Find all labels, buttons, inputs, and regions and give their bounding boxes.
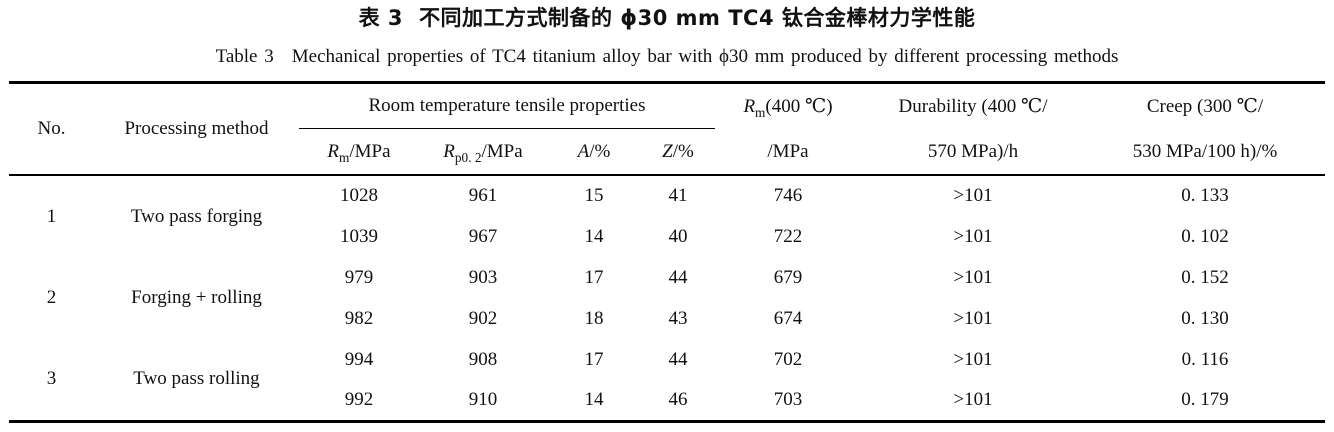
header-row-2: Rm/MPa Rp0. 2/MPa A/% Z/% [9,129,1325,175]
symbol-r: R [327,140,340,162]
unit-label: /MPa [481,140,523,162]
cell-durability: >101 [953,388,993,410]
cell-creep: 0. 130 [1181,307,1229,329]
symbol-r: R [443,140,455,162]
header-line-1: Durability (400 ℃/ [898,96,1048,117]
cell-z: 44 [668,266,688,288]
cell-rm: 994 [344,348,374,370]
cell-rm: 982 [344,307,374,329]
cell-rp02: 967 [468,225,498,247]
cell-z: 40 [668,225,688,247]
col-header-processing-method: Processing method [124,118,269,139]
symbol-a: A [577,140,590,162]
cell-rp02: 961 [468,185,498,206]
subscript-m: m [339,149,350,165]
cell-rp02: 903 [468,266,498,288]
cell-rp02: 910 [468,388,498,410]
cell-a: 18 [584,307,604,329]
cell-rm400: 722 [773,225,803,247]
cell-processing-method: Two pass rolling [133,368,260,390]
cell-rm400: 702 [773,348,803,370]
cell-no: 3 [46,368,57,390]
subscript-m: m [755,104,766,120]
header-line-1: Rm(400 ℃) [715,84,861,129]
cell-rm400: 703 [773,388,803,410]
symbol-z: Z [662,140,673,162]
table-row: 1039 967 14 40 722 >101 0. 102 [9,216,1325,257]
cell-creep: 0. 179 [1181,388,1229,410]
cell-durability: >101 [953,266,993,288]
header-line-2: 530 MPa/100 h)/% [1132,141,1278,162]
cell-rm: 1028 [340,185,378,206]
cell-creep: 0. 152 [1181,266,1229,288]
col-header-durability: Durability (400 ℃/ 570 MPa)/h [861,83,1085,176]
col-header-creep: Creep (300 ℃/ 530 MPa/100 h)/% [1085,83,1325,176]
header-text: (400 ℃) [765,96,833,117]
header-row-1: No. Processing method Room temperature t… [9,82,1325,162]
cell-creep: 0. 102 [1181,225,1229,247]
table-row: 992 910 14 46 703 >101 0. 179 [9,380,1325,421]
header-line-2: /MPa [767,141,809,162]
table-body: 1 Two pass forging 1028 961 15 41 746 >1… [9,175,1325,421]
cell-a: 14 [584,388,604,410]
table-title-english-label: Table 3 [215,46,274,67]
col-header-no: No. [37,118,66,139]
cell-z: 46 [668,388,688,410]
cell-rm400: 674 [773,307,803,329]
cell-processing-method: Two pass forging [130,205,263,227]
cell-rp02: 902 [468,307,498,329]
table-title-chinese-label: 表 3 [358,6,404,30]
header-line-2: 570 MPa)/h [927,141,1019,162]
cell-rm400: 746 [773,185,803,206]
col-header-z: Z/% [641,129,715,175]
table-title-chinese: 表 3 不同加工方式制备的 ϕ30 mm TC4 钛合金棒材力学性能 [0,0,1334,31]
unit-label: /% [589,140,611,162]
table-row: 982 902 18 43 674 >101 0. 130 [9,298,1325,339]
unit-label: /MPa [349,140,391,162]
table-row: 3 Two pass rolling 994 908 17 44 702 >10… [9,339,1325,390]
cell-z: 43 [668,307,688,329]
cell-a: 14 [584,225,604,247]
cell-a: 17 [584,266,604,288]
cell-durability: >101 [953,225,993,247]
cell-no: 1 [46,205,57,227]
cell-rp02: 908 [468,348,498,370]
cell-z: 44 [668,348,688,370]
table-row: 2 Forging + rolling 979 903 17 44 679 >1… [9,257,1325,309]
table-title-english: Table 3 Mechanical properties of TC4 tita… [0,45,1334,69]
table-header: No. Processing method Room temperature t… [9,82,1325,175]
cell-a: 15 [584,185,604,206]
table-title-english-text: Mechanical properties of TC4 titanium al… [291,46,1119,67]
col-header-a: A/% [547,129,641,175]
subscript-p02: p0. 2 [454,149,482,165]
mechanical-properties-table: No. Processing method Room temperature t… [9,81,1325,423]
cell-creep: 0. 116 [1181,348,1229,370]
cell-rm: 992 [344,388,374,410]
cell-rm: 1039 [340,225,378,247]
cell-no: 2 [46,287,57,308]
col-header-rm-400c: Rm(400 ℃) /MPa [715,83,861,176]
col-header-rp02: Rp0. 2/MPa [419,129,547,175]
table-title-chinese-text: 不同加工方式制备的 ϕ30 mm TC4 钛合金棒材力学性能 [419,6,976,30]
symbol-r: R [743,96,756,117]
cell-processing-method: Forging + rolling [131,287,262,308]
table-row: 1 Two pass forging 1028 961 15 41 746 >1… [9,175,1325,227]
unit-label: /% [672,140,694,162]
cell-durability: >101 [953,348,993,370]
cell-creep: 0. 133 [1181,185,1229,206]
cell-durability: >101 [953,185,993,206]
cell-rm400: 679 [773,266,803,288]
col-group-header-room-temp-tensile: Room temperature tensile properties [299,82,715,130]
header-line-1: Creep (300 ℃/ [1146,96,1264,117]
cell-durability: >101 [953,307,993,329]
cell-z: 41 [668,185,688,206]
cell-rm: 979 [344,266,374,288]
col-header-rm: Rm/MPa [299,129,419,175]
cell-a: 17 [584,348,604,370]
